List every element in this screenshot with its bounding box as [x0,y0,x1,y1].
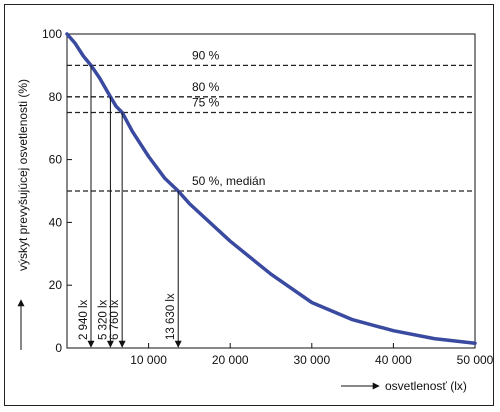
x-tick-label: 50 000 [457,353,494,367]
reference-line-label: 75 % [192,96,220,110]
x-axis-label: osvetlenosť (lx) [385,379,467,393]
drop-arrow-label: 6 760 lx [109,299,121,340]
y-tick-label: 100 [42,27,62,41]
reference-line-label: 80 % [192,80,220,94]
x-tick-label: 20 000 [212,353,249,367]
y-axis-label: výskyt prevyšujúcej osvetlenosti (%) [16,79,30,271]
drop-arrow-label: 5 320 lx [97,299,109,340]
reference-line-label: 90 % [192,48,220,62]
y-tick-label: 20 [49,278,63,292]
chart-frame: 0 20 40 60 80 100 10 000 20 000 30 000 40 000 50 0… [4,4,494,406]
y-tick-label: 40 [49,215,63,229]
x-tick-label: 30 000 [293,353,330,367]
x-tick-label: 40 000 [375,353,412,367]
series-line [65,32,477,346]
y-tick-label: 80 [49,90,63,104]
y-tick-label: 0 [55,341,62,355]
x-tick-label: 10 000 [130,353,167,367]
drop-arrow-label: 2 940 lx [78,299,90,340]
drop-arrow-label: 13 630 lx [165,293,177,340]
reference-line-label: 50 %, medián [192,174,265,188]
y-tick-label: 60 [49,153,63,167]
illuminance-exceedance-chart: 0 20 40 60 80 100 10 000 20 000 30 000 40 000 50 0… [16,27,494,393]
